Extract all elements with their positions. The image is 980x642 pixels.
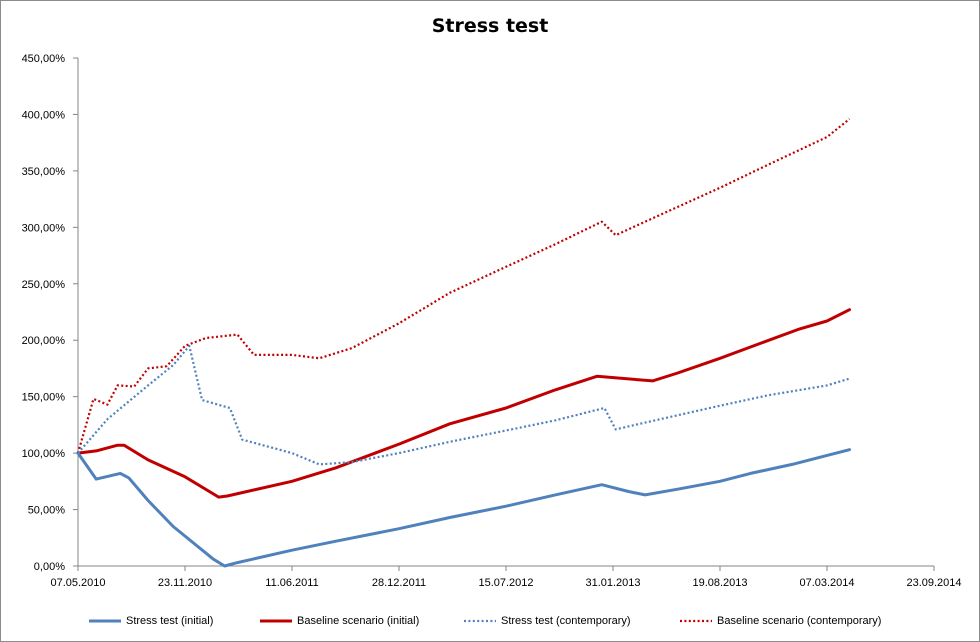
y-tick-label: 400,00% <box>22 109 66 121</box>
y-tick-label: 350,00% <box>22 166 66 178</box>
legend-label: Stress test (contemporary) <box>501 615 631 627</box>
x-tick-label: 31.01.2013 <box>585 577 640 589</box>
legend: Stress test (initial) Baseline scenario (… <box>1 613 979 629</box>
legend-swatch <box>680 619 712 623</box>
x-tick-label: 23.11.2010 <box>158 577 212 589</box>
x-tick-label: 28.12.2011 <box>372 577 426 589</box>
y-tick-label: 50,00% <box>28 505 66 517</box>
x-tick-label: 19.08.2013 <box>692 577 747 589</box>
axes: 0,00% 50,00% 100,00% 150,00% 200,00% 250,00% 3… <box>22 53 962 589</box>
plot-area <box>78 58 934 566</box>
y-tick-label: 100,00% <box>22 448 66 460</box>
legend-item: Baseline scenario (contemporary) <box>679 613 881 629</box>
legend-swatch <box>89 619 121 623</box>
y-tick-label: 300,00% <box>22 222 66 234</box>
series-line-0 <box>76 448 851 568</box>
x-tick-label: 07.05.2010 <box>50 577 105 589</box>
y-tick-label: 0,00% <box>34 561 65 573</box>
legend-label: Baseline scenario (initial) <box>297 615 420 627</box>
series-line-2 <box>77 344 850 466</box>
x-tick-label: 15.07.2012 <box>478 577 533 589</box>
legend-swatch <box>260 619 292 623</box>
y-tick-label: 250,00% <box>22 279 66 291</box>
legend-label: Baseline scenario (contemporary) <box>717 615 882 627</box>
x-tick-label: 23.09.2014 <box>906 577 961 589</box>
y-tick-label: 150,00% <box>22 392 66 404</box>
series-layer <box>76 118 851 568</box>
legend-swatch <box>464 619 496 623</box>
legend-item: Baseline scenario (initial) <box>259 613 419 629</box>
legend-item: Stress test (initial) <box>88 613 213 629</box>
series-line-1 <box>76 308 851 499</box>
y-tick-label: 450,00% <box>22 53 66 65</box>
legend-label: Stress test (initial) <box>126 615 214 627</box>
chart-title: Stress test <box>431 15 549 37</box>
legend-item: Stress test (contemporary) <box>463 613 631 629</box>
y-tick-label: 200,00% <box>22 335 66 347</box>
x-tick-label: 07.03.2014 <box>799 577 854 589</box>
x-tick-label: 11.06.2011 <box>265 577 318 589</box>
